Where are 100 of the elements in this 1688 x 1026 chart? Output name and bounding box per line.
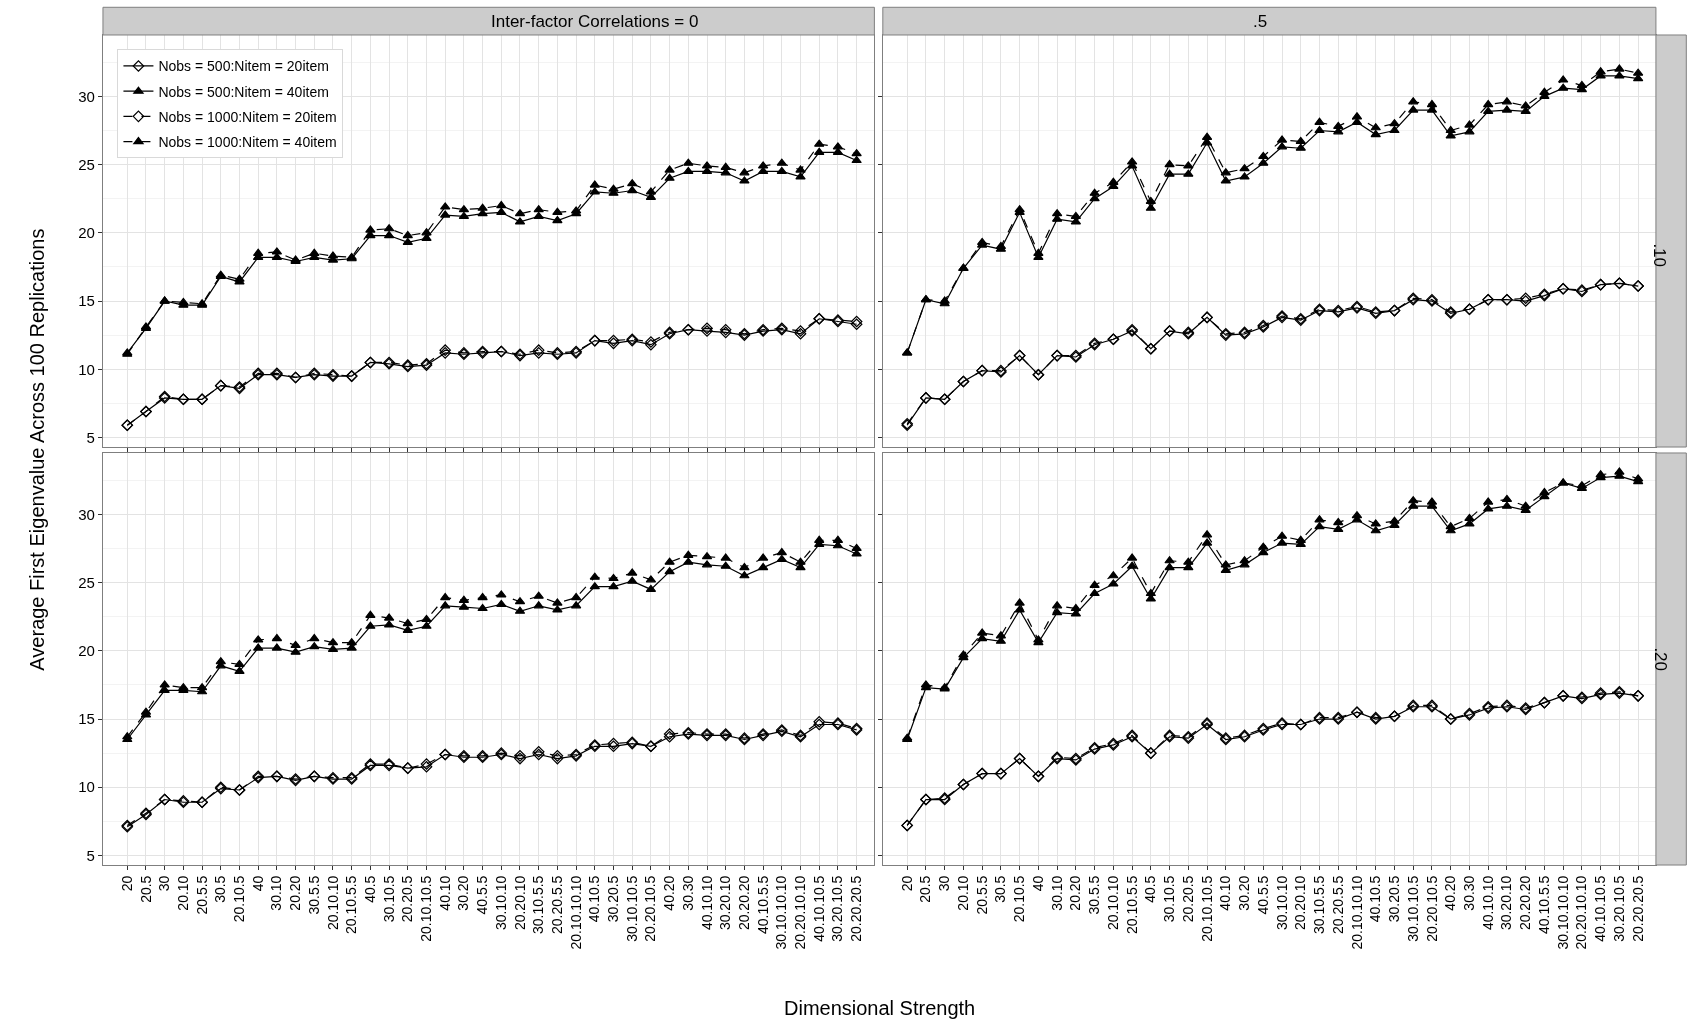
x-tick-label: 20.10.10.10 bbox=[1348, 875, 1365, 950]
x-tick-label: 30 bbox=[936, 875, 953, 892]
x-tick-label: 30.20 bbox=[455, 875, 472, 911]
x-tick-label: 30.10.5.5 bbox=[530, 875, 547, 935]
x-tick-label: 20.20.10 bbox=[1292, 875, 1309, 931]
x-tick-label: 40.10.10.5 bbox=[1592, 875, 1609, 942]
x-tick-label: 40.10.10 bbox=[698, 875, 715, 931]
x-tick-label: 20.10.5.5 bbox=[1123, 875, 1140, 935]
y-axis-title: Average First Eigenvalue Across 100 Replications bbox=[25, 228, 48, 671]
x-tick-label: 30.20.10 bbox=[717, 875, 734, 931]
legend-label: Nobs = 1000:Nitem = 40item bbox=[158, 134, 337, 151]
x-tick-label: 30.10.10.10 bbox=[773, 875, 790, 950]
x-tick-label: 20.20.20 bbox=[735, 875, 752, 931]
x-tick-label: 20.10 bbox=[174, 875, 191, 911]
y-tick-label: 5 bbox=[86, 428, 95, 446]
x-tick-label: 20.10.10 bbox=[324, 875, 341, 931]
x-tick-label: 30.10.10.5 bbox=[623, 875, 640, 942]
x-tick-label: 40.5 bbox=[1142, 875, 1159, 903]
x-tick-label: 20.5 bbox=[917, 875, 934, 903]
x-tick-label: 30.10 bbox=[1048, 875, 1065, 911]
x-tick-label: 20.20.10.10 bbox=[1573, 875, 1590, 950]
x-tick-label: 20.10.10.5 bbox=[1198, 875, 1215, 942]
x-tick-label: 20.10.10.10 bbox=[567, 875, 584, 950]
x-tick-label: 30.20 bbox=[1236, 875, 1253, 911]
x-tick-label: 40.10.5.5 bbox=[754, 875, 771, 935]
x-tick-label: 30.10.5.5 bbox=[1311, 875, 1328, 935]
x-tick-label: 30.20.5 bbox=[605, 875, 622, 923]
x-tick-label: 40.10 bbox=[1217, 875, 1234, 911]
x-tick-label: 20.20.5.5 bbox=[1329, 875, 1346, 935]
x-tick-label: 20.10.5 bbox=[231, 875, 248, 923]
x-tick-label: 20.10.5 bbox=[1011, 875, 1028, 923]
legend-label: Nobs = 1000:Nitem = 20item bbox=[158, 108, 337, 125]
x-tick-label: 30.5.5 bbox=[1086, 875, 1103, 915]
x-tick-label: 20.5.5 bbox=[973, 875, 990, 915]
x-tick-label: 40.5 bbox=[361, 875, 378, 903]
y-tick-label: 20 bbox=[78, 224, 95, 242]
y-tick-label: 25 bbox=[78, 155, 95, 173]
chart-title: Inter-factor Correlations = 0 bbox=[491, 12, 699, 31]
x-tick-label: 40.10 bbox=[436, 875, 453, 911]
x-tick-label: 30.10.10.5 bbox=[1404, 875, 1421, 942]
chart-title: .5 bbox=[1253, 12, 1268, 31]
x-tick-label: 30.20.5 bbox=[1386, 875, 1403, 923]
x-tick-label: 30.10.10 bbox=[1273, 875, 1290, 931]
y-tick-label: 30 bbox=[78, 87, 95, 105]
x-tick-label: 20.10.10 bbox=[1104, 875, 1121, 931]
y-tick-label: 25 bbox=[78, 573, 95, 591]
y-tick-label: 10 bbox=[78, 360, 95, 378]
x-tick-label: 20.20.5 bbox=[399, 875, 416, 923]
y-tick-label: 5 bbox=[86, 846, 95, 864]
y-tick-label: 10 bbox=[78, 778, 95, 796]
y2-axis-title: .10 bbox=[1649, 243, 1669, 268]
x-tick-label: 40.10.10 bbox=[1479, 875, 1496, 931]
x-tick-label: 40.20 bbox=[661, 875, 678, 911]
x-tick-label: 30.10 bbox=[268, 875, 285, 911]
x-tick-label: 40.10.5 bbox=[1367, 875, 1384, 923]
x-tick-label: 20 bbox=[898, 875, 915, 892]
x-tick-label: 30.10.10.10 bbox=[1554, 875, 1571, 950]
x-tick-label: 40.10.5 bbox=[586, 875, 603, 923]
x-tick-label: 30.10.5 bbox=[1161, 875, 1178, 923]
x-tick-label: 20.20 bbox=[1067, 875, 1084, 911]
x-tick-label: 30.30 bbox=[679, 875, 696, 911]
legend-label: Nobs = 500:Nitem = 20item bbox=[158, 58, 329, 75]
y-tick-label: 15 bbox=[78, 710, 95, 728]
y-tick-label: 20 bbox=[78, 642, 95, 660]
x-tick-label: 20.20.10.10 bbox=[792, 875, 809, 950]
x-tick-label: 20.20.10.5 bbox=[642, 875, 659, 942]
x-tick-label: 30.10.10 bbox=[492, 875, 509, 931]
x-tick-label: 30.5 bbox=[212, 875, 229, 903]
x-tick-label: 30 bbox=[156, 875, 173, 892]
x-tick-label: 20.20.20.5 bbox=[848, 875, 865, 942]
legend-label: Nobs = 500:Nitem = 40item bbox=[158, 83, 329, 100]
x-tick-label: 30.20.10.5 bbox=[829, 875, 846, 942]
x-tick-label: 30.20.10.5 bbox=[1610, 875, 1627, 942]
x-tick-label: 40.20 bbox=[1442, 875, 1459, 911]
x-tick-label: 30.20.10 bbox=[1498, 875, 1515, 931]
x-tick-label: 40.10.10.5 bbox=[810, 875, 827, 942]
x-tick-label: 20.20 bbox=[287, 875, 304, 911]
x-tick-label: 40.5.5 bbox=[474, 875, 491, 915]
y-tick-label: 30 bbox=[78, 505, 95, 523]
x-tick-label: 20.10 bbox=[954, 875, 971, 911]
x-tick-label: 20.10.10.5 bbox=[418, 875, 435, 942]
x-tick-label: 30.10.5 bbox=[380, 875, 397, 923]
x-tick-label: 20.20.20.5 bbox=[1629, 875, 1646, 942]
y-tick-label: 15 bbox=[78, 292, 95, 310]
x-tick-label: 40 bbox=[249, 875, 266, 892]
y2-axis-title: .20 bbox=[1650, 647, 1670, 672]
x-tick-label: 20.20.5 bbox=[1179, 875, 1196, 923]
x-tick-label: 30.5 bbox=[992, 875, 1009, 903]
x-tick-label: 40.5.5 bbox=[1254, 875, 1271, 915]
x-tick-label: 20.10.5.5 bbox=[343, 875, 360, 935]
x-tick-label: 20.20.20 bbox=[1517, 875, 1534, 931]
x-axis-title: Dimensional Strength bbox=[784, 997, 976, 1019]
x-tick-label: 20.20.5.5 bbox=[548, 875, 565, 935]
x-tick-label: 30.30 bbox=[1460, 875, 1477, 911]
x-tick-label: 20.20.10 bbox=[511, 875, 528, 931]
x-tick-label: 20.5 bbox=[137, 875, 154, 903]
x-tick-label: 20.5.5 bbox=[193, 875, 210, 915]
x-tick-label: 40 bbox=[1029, 875, 1046, 892]
x-tick-label: 40.10.5.5 bbox=[1535, 875, 1552, 935]
x-tick-label: 30.5.5 bbox=[305, 875, 322, 915]
